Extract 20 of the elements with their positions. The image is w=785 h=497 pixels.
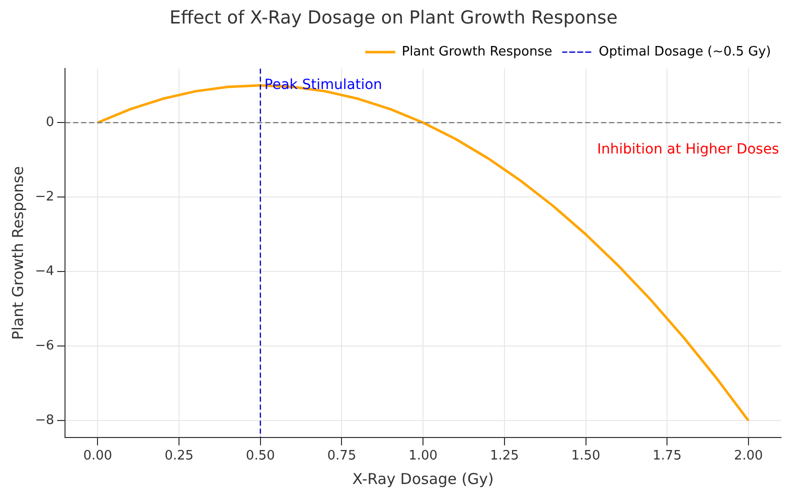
y-tick-label: −2: [34, 189, 54, 204]
x-tick-label: 1.00: [408, 448, 438, 464]
legend-label: Plant Growth Response: [402, 44, 552, 60]
annotation: Inhibition at Higher Doses: [597, 141, 779, 158]
y-tick-label: −6: [34, 338, 54, 354]
x-tick-label: 0.75: [327, 448, 356, 464]
y-axis-title: Plant Growth Response: [8, 166, 27, 340]
x-tick-label: 1.50: [571, 448, 600, 464]
x-tick-label: 0.00: [83, 448, 112, 464]
x-tick-label: 0.50: [246, 448, 275, 464]
chart-title: Effect of X-Ray Dosage on Plant Growth Response: [169, 7, 618, 28]
y-tick-label: −4: [34, 264, 54, 279]
x-tick-label: 1.75: [652, 448, 682, 464]
x-tick-label: 0.25: [164, 448, 194, 464]
y-tick-label: 0: [46, 114, 54, 130]
legend-label: Optimal Dosage (~0.5 Gy): [598, 44, 772, 60]
x-axis-title: X-Ray Dosage (Gy): [352, 470, 494, 488]
x-tick-label: 1.25: [490, 448, 519, 464]
y-tick-label: −8: [34, 413, 54, 428]
x-tick-label: 2.00: [734, 448, 763, 464]
